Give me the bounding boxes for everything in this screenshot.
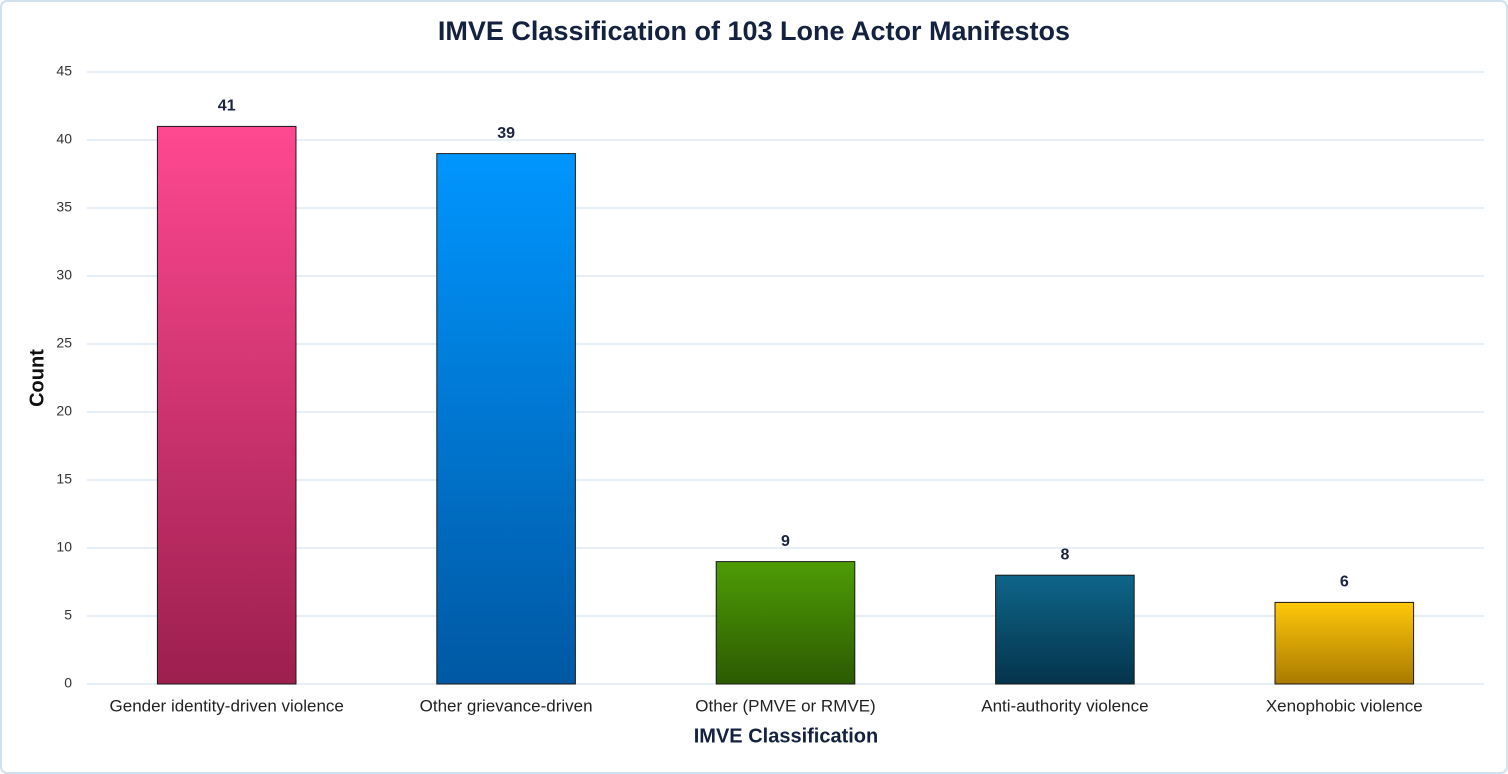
y-tick-label: 40	[56, 131, 72, 147]
data-label: 8	[1060, 546, 1069, 563]
x-axis-label: IMVE Classification	[694, 725, 879, 747]
y-tick-label: 35	[56, 199, 72, 215]
y-tick-label: 5	[64, 607, 72, 623]
y-tick-label: 15	[56, 471, 72, 487]
y-tick-label: 25	[56, 335, 72, 351]
x-tick-label: Anti-authority violence	[981, 696, 1148, 715]
bar	[156, 125, 297, 685]
x-tick-label: Other grievance-driven	[420, 696, 593, 715]
y-tick-label: 20	[56, 403, 72, 419]
bar	[1274, 601, 1415, 685]
y-axis-label: Count	[26, 349, 48, 407]
bar	[715, 561, 856, 685]
y-tick-label: 10	[56, 539, 72, 555]
data-label: 39	[497, 125, 515, 142]
y-tick-label: 0	[64, 675, 72, 691]
y-tick-label: 30	[56, 267, 72, 283]
x-tick-label: Gender identity-driven violence	[110, 696, 344, 715]
bar	[995, 574, 1135, 685]
y-tick-label: 45	[56, 63, 72, 79]
data-label: 6	[1340, 574, 1349, 591]
chart-title: IMVE Classification of 103 Lone Actor Ma…	[438, 16, 1070, 46]
data-label: 9	[781, 533, 790, 550]
data-label: 41	[218, 98, 236, 115]
bar	[436, 153, 576, 685]
x-tick-label: Other (PMVE or RMVE)	[695, 696, 875, 715]
x-tick-label: Xenophobic violence	[1266, 696, 1423, 715]
